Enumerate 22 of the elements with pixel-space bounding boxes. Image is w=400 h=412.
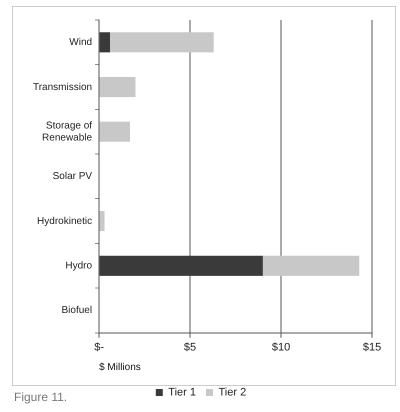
x-tick-label: $5 <box>184 341 196 354</box>
bar <box>262 256 360 276</box>
bar <box>100 211 105 232</box>
y-tick-label: Storage of Renewable <box>42 120 93 144</box>
y-tick-label: Wind <box>69 37 92 48</box>
y-tick-label: Solar PV <box>52 171 92 182</box>
caption: Figure 11. <box>14 390 68 404</box>
legend-label: Tier 1 <box>168 386 196 399</box>
bar <box>110 32 214 52</box>
x-axis-title: $ Millions <box>99 362 141 373</box>
x-tick-label: $15 <box>362 341 382 354</box>
y-tick-label: Biofuel <box>62 305 92 316</box>
bar <box>100 76 136 98</box>
x-tick-label: $- <box>94 341 104 354</box>
bar <box>100 122 130 142</box>
legend-label: Tier 2 <box>218 386 246 399</box>
y-tick-label: Hydrokinetic <box>37 216 92 227</box>
bar <box>100 32 110 52</box>
y-tick-label: Transmission <box>32 82 92 93</box>
y-tick-label: Hydro <box>65 260 93 272</box>
bar <box>100 256 263 276</box>
x-tick-label: $10 <box>272 341 290 354</box>
